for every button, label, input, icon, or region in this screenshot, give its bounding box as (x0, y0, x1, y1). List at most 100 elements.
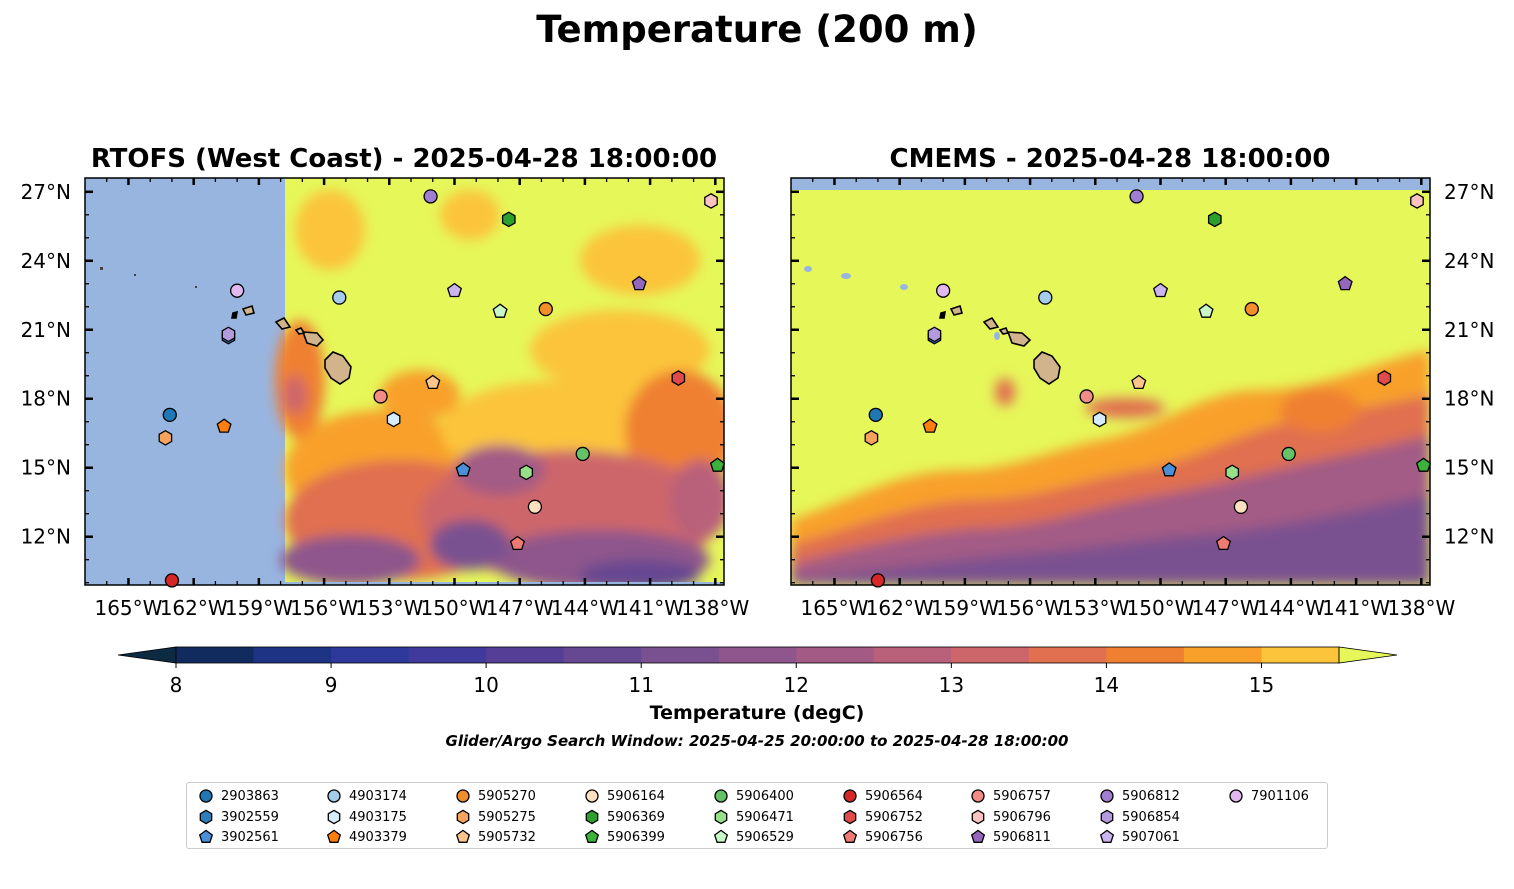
legend-marker-5906752 (843, 809, 857, 825)
legend-marker-icon (971, 809, 985, 825)
floats-cmems (864, 189, 1432, 588)
legend-item-5905732: 5905732 (454, 829, 536, 845)
legend-marker-icon (456, 809, 470, 825)
x-tick-label: 141°W (1322, 596, 1390, 620)
legend-label: 5906796 (993, 809, 1051, 825)
colorbar-segment (641, 647, 720, 663)
legend-marker-5906164 (585, 789, 599, 803)
legend-label: 5906164 (607, 788, 665, 804)
float-marker-5906796 (1410, 193, 1424, 209)
hawaii-islands-right (939, 304, 1061, 385)
colorbar-tick-label: 13 (939, 673, 964, 697)
legend-marker-5906399 (584, 829, 600, 843)
rtofs-bottom-edge (285, 582, 724, 585)
legend-marker-icon (842, 829, 858, 843)
legend-label: 4903174 (349, 788, 407, 804)
float-marker-5906164 (527, 499, 543, 514)
float-marker-3902561 (455, 462, 471, 477)
float-marker-5906756 (509, 535, 526, 551)
legend-item-5906399: 5906399 (583, 829, 665, 845)
legend-item-4903379: 4903379 (325, 829, 407, 845)
legend-label: 4903379 (349, 829, 407, 845)
legend-marker-icon (843, 789, 857, 803)
legend-marker-icon (970, 829, 986, 843)
legend-item-5905275: 5905275 (454, 809, 536, 825)
legend-marker-icon (713, 829, 729, 843)
legend-item-5907061: 5907061 (1098, 829, 1180, 845)
colorbar-segment (951, 647, 1030, 663)
legend-item-5906812: 5906812 (1098, 788, 1180, 804)
panel-title-rtofs: RTOFS (West Coast) - 2025-04-28 18:00:00 (91, 144, 717, 174)
y-tick-label: 27°N (1444, 180, 1494, 204)
legend-marker-icon (585, 809, 599, 825)
colorbar-tick-label: 12 (784, 673, 809, 697)
legend-marker-5906757 (971, 789, 985, 803)
legend-item-7901106: 7901106 (1227, 788, 1309, 804)
x-tick-label: 141°W (616, 596, 684, 620)
float-marker-5906752 (671, 370, 686, 386)
legend-label: 5906400 (736, 788, 794, 804)
float-marker-4903175 (386, 411, 401, 428)
y-tick-label: 21°N (1444, 318, 1494, 342)
legend-item-3902559: 3902559 (197, 809, 279, 825)
x-tick-label: 159°W (225, 596, 293, 620)
float-marker-5906164 (1233, 499, 1249, 514)
x-tick-label: 156°W (996, 596, 1064, 620)
x-tick-label: 165°W (800, 596, 868, 620)
x-tick-label: 144°W (551, 596, 619, 620)
nw-islands-left (100, 267, 197, 288)
colorbar-label: Temperature (degC) (650, 702, 865, 724)
float-marker-5907061 (1152, 282, 1169, 298)
colorbar-tick-label: 9 (325, 673, 338, 697)
legend-marker-5906564 (843, 789, 857, 803)
legend-label: 7901106 (1251, 788, 1309, 804)
legend-marker-5906812 (1100, 789, 1114, 803)
float-marker-5906812 (423, 189, 438, 204)
legend-marker-icon (714, 789, 728, 803)
y-tick-label: 24°N (1444, 249, 1494, 273)
legend-marker-icon (198, 829, 214, 843)
legend-label: 5905732 (478, 829, 536, 845)
legend-marker-4903174 (327, 789, 341, 803)
float-marker-5907061 (446, 282, 463, 298)
rtofs-missing-data (85, 178, 285, 585)
legend-marker-5906471 (714, 809, 728, 825)
legend-label: 4903175 (349, 809, 407, 825)
legend-item-5906400: 5906400 (712, 788, 794, 804)
y-tick-label: 27°N (21, 180, 71, 204)
legend-marker-5906369 (585, 809, 599, 825)
y-tick-label: 18°N (1444, 387, 1494, 411)
float-marker-4903175 (1092, 411, 1107, 428)
legend-marker-5906756 (842, 829, 858, 843)
colorbar-tick-label: 11 (628, 673, 653, 697)
float-marker-5906564 (164, 573, 180, 588)
colorbar-frame (175, 646, 1340, 664)
float-marker-5906854 (221, 326, 236, 343)
float-marker-5906400 (575, 446, 590, 462)
colorbar: 8 9 10 11 12 13 14 15 (117, 646, 1398, 697)
y-tick-label: 15°N (21, 456, 71, 480)
legend-marker-icon (584, 829, 600, 843)
float-marker-2903863 (868, 407, 883, 422)
legend-marker-2903863 (199, 789, 213, 803)
float-marker-4903174 (332, 290, 347, 305)
colorbar-segment (1183, 647, 1263, 663)
colorbar-segment (253, 647, 332, 663)
float-marker-5906854 (927, 326, 942, 343)
legend-label: 2903863 (221, 788, 279, 804)
legend-label: 5907061 (1122, 829, 1180, 845)
colorbar-segment (486, 647, 565, 663)
legend-marker-5905275 (456, 809, 470, 825)
legend-label: 5906812 (1122, 788, 1180, 804)
panel-frame-cmems (790, 177, 1431, 586)
hawaii-islands-left (231, 304, 352, 385)
legend-label: 5906529 (736, 829, 794, 845)
legend-marker-7901106 (1229, 789, 1243, 803)
float-marker-5906471 (519, 464, 534, 481)
x-tick-label: 150°W (1127, 596, 1195, 620)
x-tick-label: 159°W (931, 596, 999, 620)
legend-label: 5905270 (478, 788, 536, 804)
colorbar-segment (718, 647, 797, 663)
colorbar-tick-label: 8 (170, 673, 183, 697)
legend-marker-5905732 (455, 829, 471, 843)
